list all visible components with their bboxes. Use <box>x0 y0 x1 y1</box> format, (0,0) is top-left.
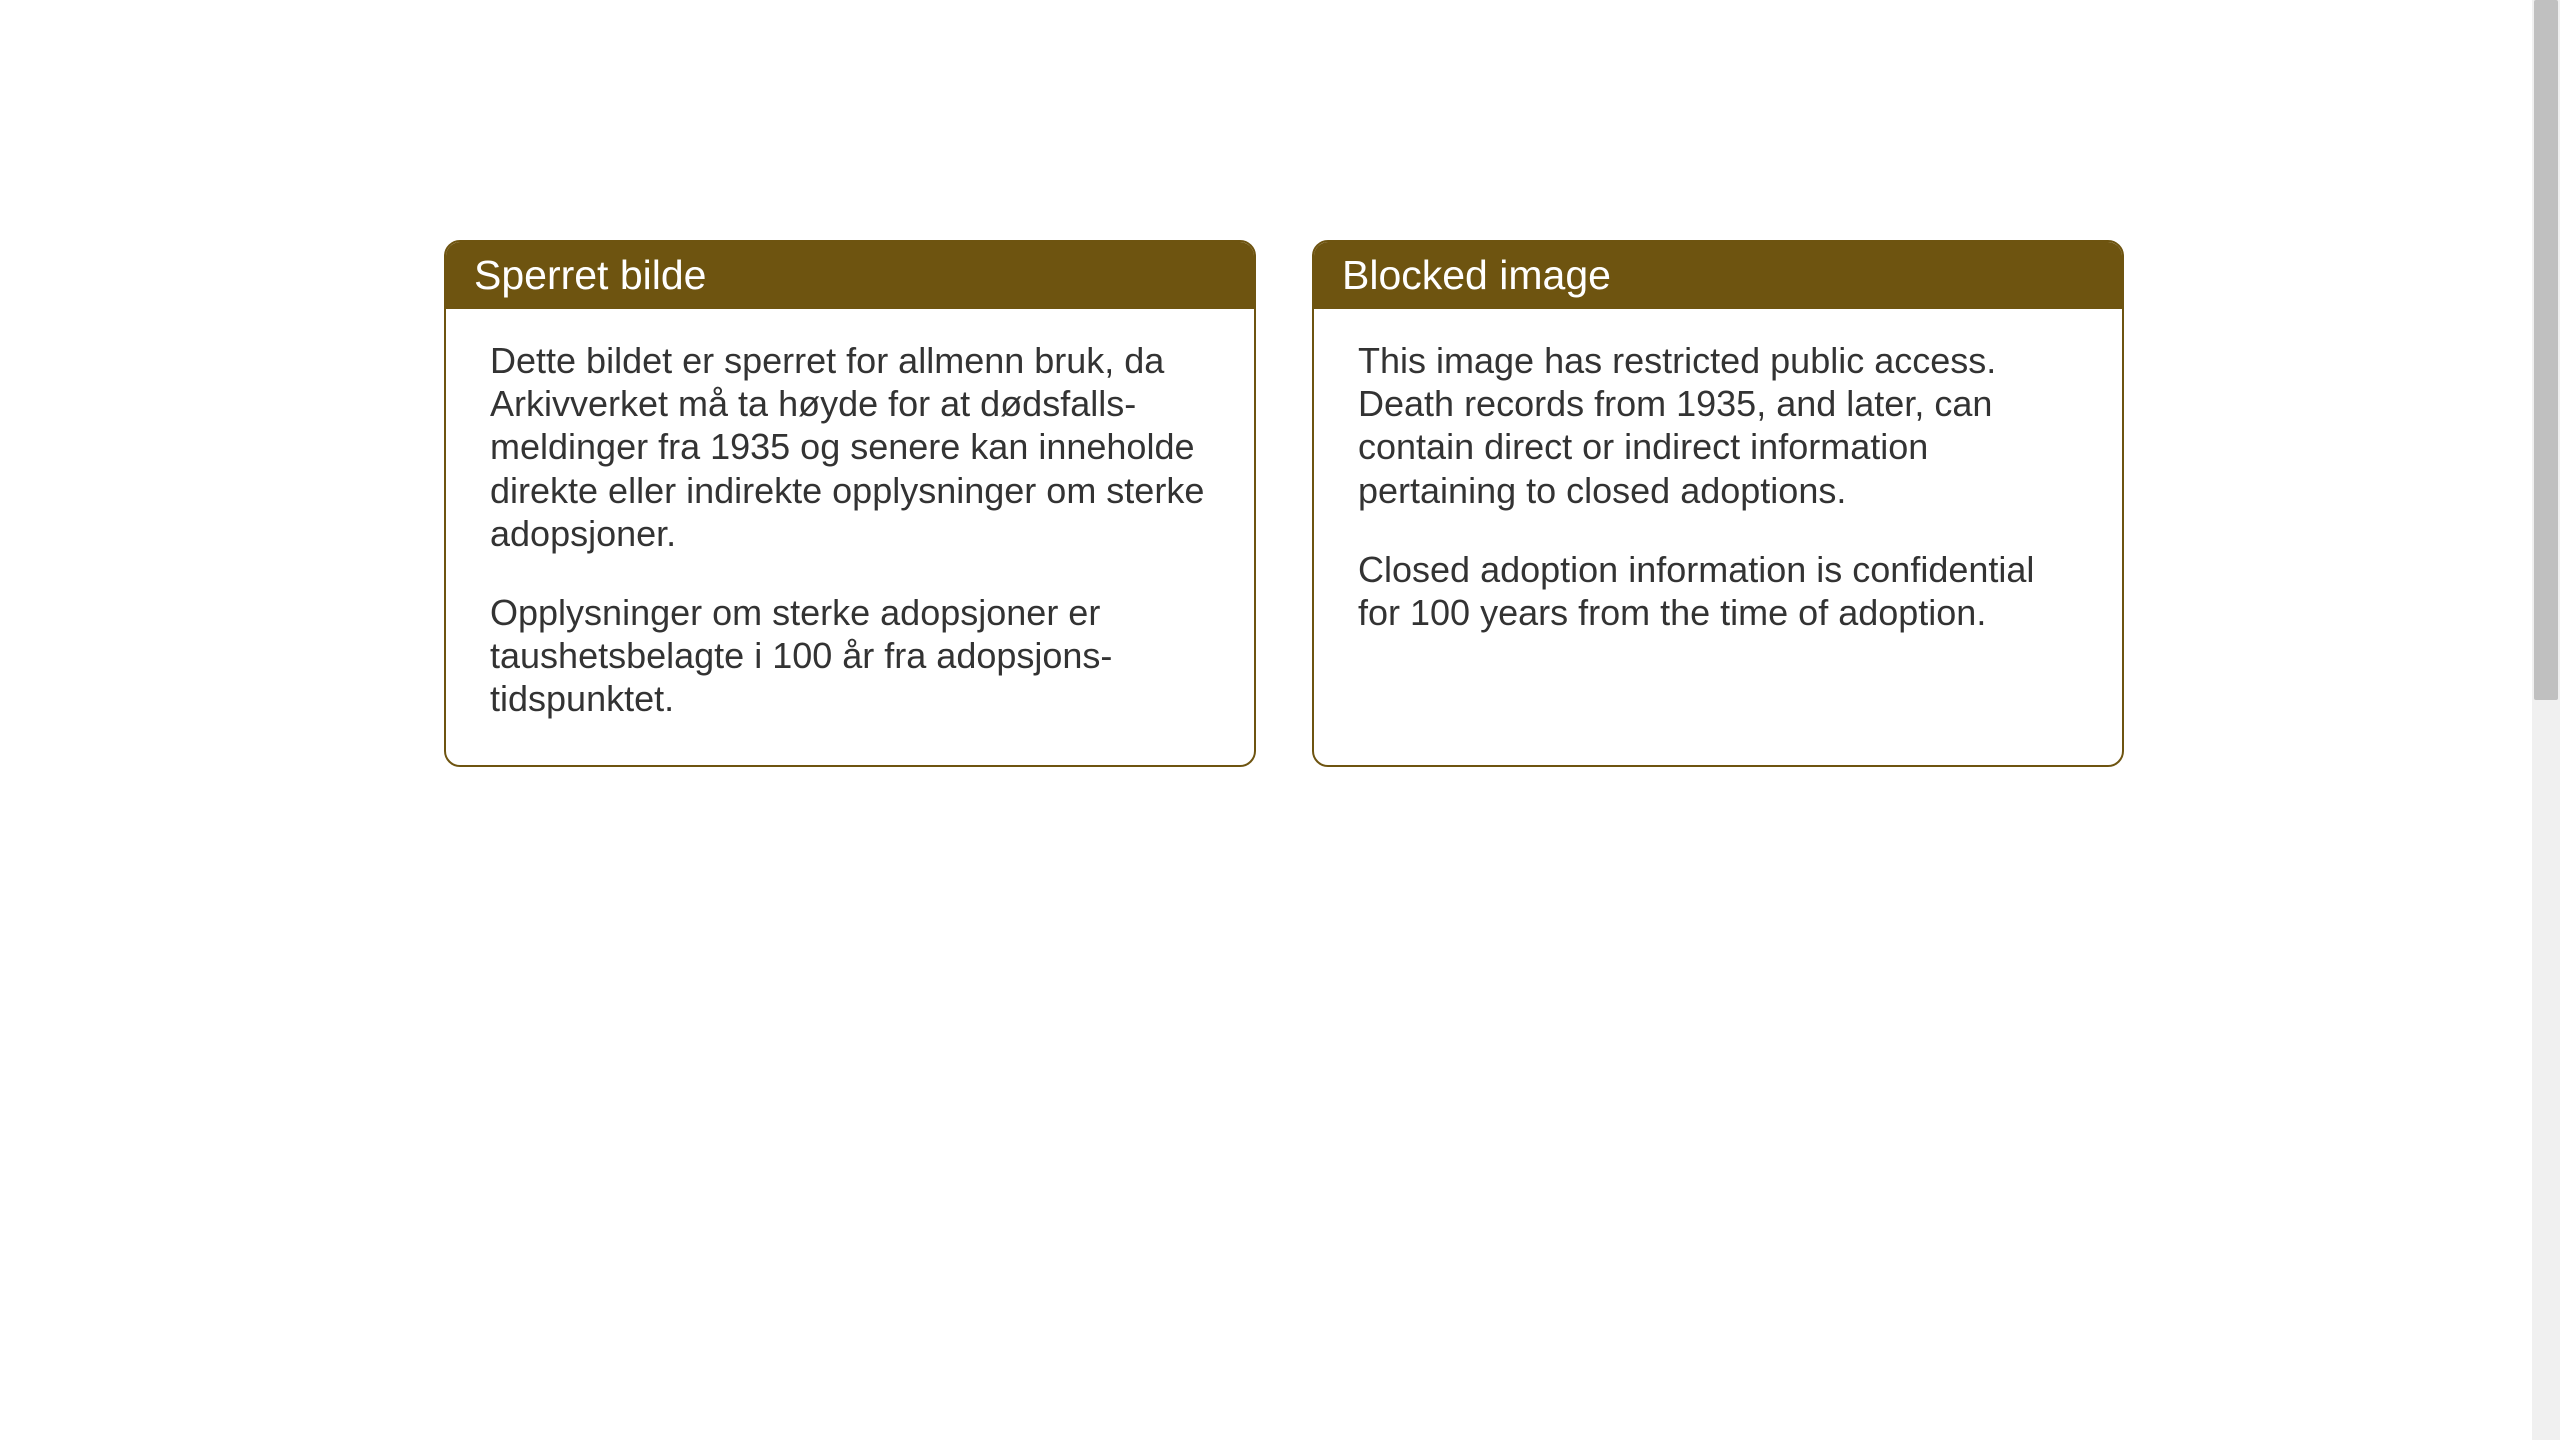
card-norwegian: Sperret bilde Dette bildet er sperret fo… <box>444 240 1256 767</box>
paragraph-2-norwegian: Opplysninger om sterke adopsjoner er tau… <box>490 591 1210 721</box>
paragraph-1-english: This image has restricted public access.… <box>1358 339 2078 512</box>
scrollbar-vertical[interactable] <box>2532 0 2560 1440</box>
paragraph-2-english: Closed adoption information is confident… <box>1358 548 2078 634</box>
card-body-norwegian: Dette bildet er sperret for allmenn bruk… <box>446 309 1254 765</box>
scrollbar-thumb[interactable] <box>2534 0 2558 700</box>
card-english: Blocked image This image has restricted … <box>1312 240 2124 767</box>
card-header-english: Blocked image <box>1314 242 2122 309</box>
paragraph-1-norwegian: Dette bildet er sperret for allmenn bruk… <box>490 339 1210 555</box>
card-header-norwegian: Sperret bilde <box>446 242 1254 309</box>
cards-container: Sperret bilde Dette bildet er sperret fo… <box>444 240 2124 767</box>
card-body-english: This image has restricted public access.… <box>1314 309 2122 678</box>
